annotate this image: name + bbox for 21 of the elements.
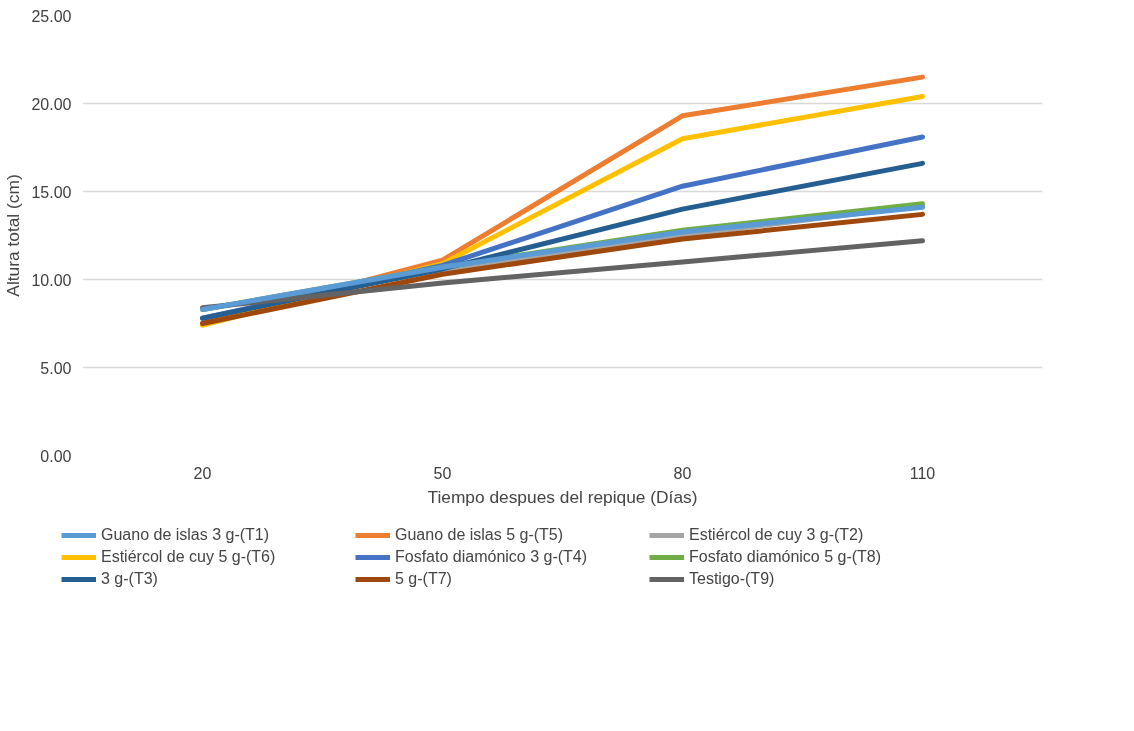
legend-label: Fosfato diamónico 5 g-(T8) [689, 547, 883, 566]
x-tick-label: 80 [673, 464, 692, 482]
y-tick-label: 15.00 [31, 183, 72, 201]
legend-label: Estiércol de cuy 3 g-(T2) [689, 525, 865, 544]
legend-label: Estiércol de cuy 5 g-(T6) [101, 547, 277, 566]
y-tick-label: 20.00 [31, 95, 72, 113]
legend-label: Fosfato diamónico 3 g-(T4) [395, 547, 589, 566]
legend-label: Testigo-(T9) [689, 569, 776, 588]
x-tick-label: 50 [433, 464, 452, 482]
legend-label: 3 g-(T3) [101, 569, 159, 588]
y-tick-label: 5.00 [40, 359, 72, 377]
legend-label: Guano de islas 3 g-(T1) [101, 525, 271, 544]
legend-label: 5 g-(T7) [395, 569, 453, 588]
legend-label: Guano de islas 5 g-(T5) [395, 525, 565, 544]
x-axis-title: Tiempo despues del repique (Días) [427, 486, 698, 507]
y-tick-label: 0.00 [40, 447, 72, 465]
y-tick-label: 25.00 [31, 7, 72, 25]
y-axis-title: Altura total (cm) [3, 174, 24, 297]
y-tick-label: 10.00 [31, 271, 72, 289]
x-tick-label: 110 [909, 464, 936, 482]
x-tick-label: 20 [193, 464, 212, 482]
